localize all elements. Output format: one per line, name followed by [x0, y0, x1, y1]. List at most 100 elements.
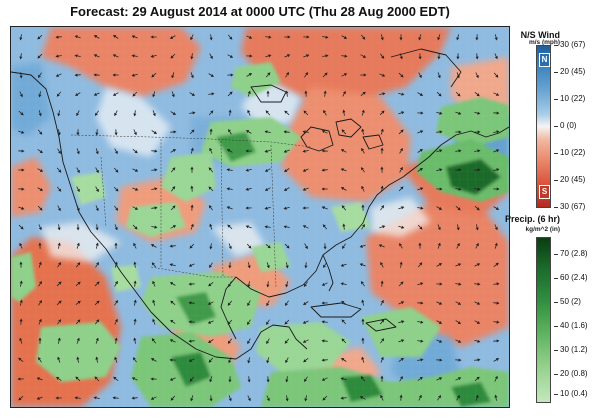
wind-arrow: [151, 206, 158, 210]
wind-arrow: [209, 147, 213, 154]
wind-arrow: [361, 337, 365, 344]
wind-arrow: [361, 204, 365, 211]
wind-arrow: [245, 225, 252, 229]
wind-arrow: [379, 319, 385, 325]
wind-arrow: [493, 187, 500, 191]
page-title: Forecast: 29 August 2014 at 0000 UTC (Th…: [70, 4, 450, 19]
wind-arrow: [228, 262, 232, 269]
wind-arrow: [265, 35, 272, 39]
forecast-map[interactable]: [10, 26, 510, 408]
wind-arrow: [170, 53, 176, 59]
wind-arrow: [150, 358, 157, 362]
wind-arrow: [169, 35, 176, 39]
wind-arrow: [361, 356, 365, 363]
wind-arrow: [19, 53, 23, 60]
wind-arrow: [399, 166, 403, 173]
wind-arrow: [76, 186, 80, 193]
wind-arrow: [494, 224, 498, 231]
wind-arrow: [379, 73, 386, 77]
wind-arrow: [114, 148, 118, 155]
wind-arrow: [380, 299, 384, 306]
wind-arrow: [228, 129, 232, 135]
wind-arrow: [474, 339, 481, 343]
wind-arrow: [321, 358, 328, 362]
wind-arrow: [57, 110, 61, 117]
wind-arrow: [341, 129, 347, 135]
wind-arrow: [38, 242, 42, 249]
wind-legend-units: m/s (mph): [528, 39, 560, 46]
wind-arrow: [246, 54, 253, 58]
wind-arrow: [19, 91, 23, 98]
wind-arrow: [418, 34, 422, 41]
wind-arrow: [94, 110, 99, 116]
wind-arrow: [114, 337, 118, 344]
wind-arrow: [188, 320, 195, 324]
wind-arrow: [170, 225, 177, 229]
wind-arrow: [418, 242, 422, 249]
wind-arrow: [227, 73, 234, 77]
wind-arrow: [133, 242, 137, 249]
wind-arrow: [57, 148, 61, 154]
wind-arrow: [380, 375, 384, 382]
wind-arrow: [322, 54, 329, 58]
wind-arrow: [36, 377, 43, 381]
wind-arrow: [189, 376, 195, 382]
wind-arrow: [285, 72, 289, 78]
wind-arrow: [170, 149, 176, 153]
wind-arrow: [151, 149, 158, 153]
wind-arrow: [342, 243, 346, 249]
wind-arrow: [285, 376, 289, 383]
wind-arrow: [399, 394, 403, 401]
wind-arrow: [74, 35, 81, 39]
wind-arrow: [56, 91, 62, 97]
wind-arrow: [302, 225, 309, 229]
wind-arrow: [398, 72, 404, 78]
wind-arrow: [247, 357, 251, 364]
wind-arrow: [455, 339, 462, 343]
wind-arrow: [95, 186, 99, 193]
wind-arrow: [266, 357, 270, 364]
wind-arrow: [38, 261, 42, 268]
wind-arrow: [208, 339, 214, 343]
wind-arrow: [37, 168, 44, 172]
wind-arrow: [303, 35, 310, 39]
wind-arrow: [398, 225, 405, 229]
wind-arrow: [474, 91, 480, 97]
wind-arrow: [340, 168, 347, 172]
wind-arrow: [38, 91, 42, 98]
wind-arrow: [494, 242, 498, 249]
wind-arrow: [285, 395, 289, 402]
wind-arrow: [283, 130, 290, 134]
wind-arrow: [55, 73, 62, 77]
wind-arrow: [398, 281, 404, 287]
wind-arrow: [171, 91, 175, 98]
wind-arrow: [37, 53, 43, 59]
precip-tick: 50 (2): [554, 297, 581, 306]
wind-arrow: [417, 282, 424, 286]
wind-arrow: [227, 300, 233, 306]
wind-arrow: [246, 35, 253, 39]
wind-arrow: [133, 318, 137, 325]
wind-arrow: [208, 357, 214, 363]
wind-arrow: [133, 261, 137, 268]
wind-arrow: [95, 224, 99, 231]
wind-arrow: [455, 320, 461, 325]
wind-arrow: [265, 54, 272, 58]
wind-arrow: [18, 187, 25, 191]
wind-arrow: [95, 167, 99, 174]
wind-arrow: [455, 282, 462, 286]
wind-arrow: [398, 92, 405, 96]
wind-arrow: [76, 148, 80, 155]
wind-arrow: [379, 225, 386, 229]
wind-arrow: [151, 225, 158, 229]
wind-arrow: [417, 339, 424, 343]
wind-arrow: [494, 375, 498, 382]
wind-arrow: [38, 318, 42, 325]
wind-arrow: [455, 205, 461, 211]
wind-arrow: [208, 186, 214, 192]
coastlines: [11, 48, 509, 360]
wind-arrow: [208, 281, 214, 287]
wind-arrow: [474, 111, 481, 115]
wind-arrow: [399, 53, 403, 60]
wind-arrow: [437, 72, 441, 79]
